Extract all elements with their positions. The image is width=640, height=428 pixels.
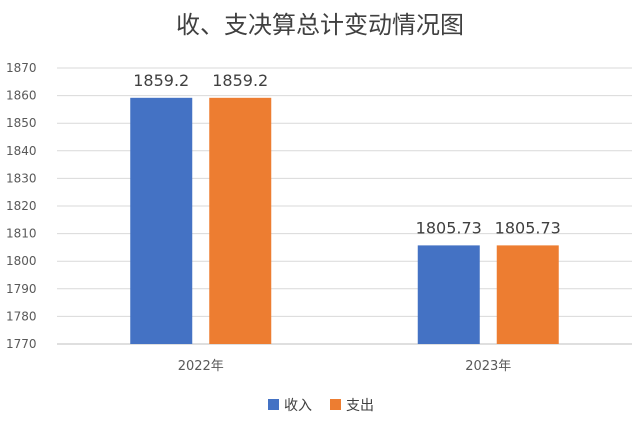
bar-income — [417, 245, 480, 344]
legend-item: 收入 — [268, 398, 312, 414]
x-axis-categories: 2022年 2023年 — [178, 359, 512, 374]
y-tick-label: 1870 — [6, 61, 37, 75]
y-tick-label: 1770 — [6, 337, 37, 351]
y-tick-label: 1830 — [6, 171, 37, 185]
data-label: 1805.73 — [495, 218, 561, 237]
legend-item: 支出 — [330, 398, 374, 414]
y-tick-label: 1860 — [6, 89, 37, 103]
legend: 收入 支出 — [268, 398, 374, 414]
y-tick-label: 1800 — [6, 254, 37, 268]
x-category-label: 2022年 — [178, 359, 224, 374]
data-labels: 1859.2 1859.2 1805.73 1805.73 — [133, 71, 561, 238]
y-axis-ticks: 1770 1780 1790 1800 1810 1820 1830 1840 1850 1860… — [6, 61, 37, 351]
legend-swatch — [268, 399, 279, 410]
y-tick-label: 1810 — [6, 227, 37, 241]
bar-expense — [496, 245, 559, 344]
y-tick-label: 1840 — [6, 144, 37, 158]
data-label: 1859.2 — [133, 71, 189, 90]
bar-expense — [209, 97, 272, 344]
data-label: 1805.73 — [416, 218, 482, 237]
data-label: 1859.2 — [212, 71, 268, 90]
y-tick-label: 1780 — [6, 309, 37, 323]
y-tick-label: 1790 — [6, 282, 37, 296]
legend-swatch — [330, 399, 341, 410]
y-tick-label: 1820 — [6, 199, 37, 213]
legend-label: 收入 — [284, 398, 312, 414]
bars — [130, 97, 559, 344]
bar-income — [130, 97, 193, 344]
chart-title: 收、支决算总计变动情况图 — [176, 11, 464, 39]
legend-label: 支出 — [346, 398, 374, 414]
y-tick-label: 1850 — [6, 116, 37, 130]
x-category-label: 2023年 — [465, 359, 511, 374]
